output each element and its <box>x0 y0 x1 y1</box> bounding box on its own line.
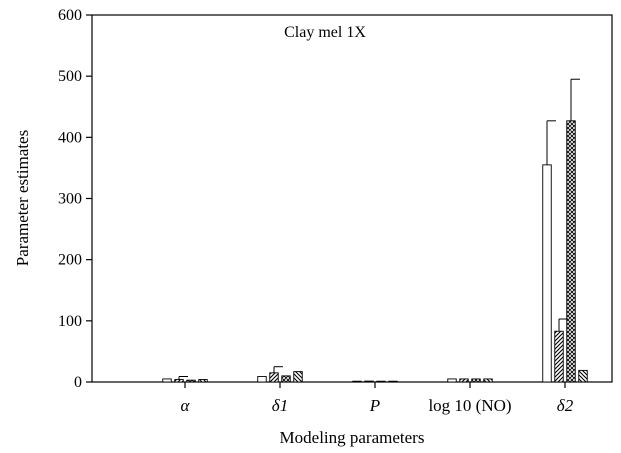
y-tick-label: 0 <box>74 374 82 391</box>
y-axis: 0 100 200 300 400 500 600 <box>58 7 92 391</box>
plot-area <box>91 14 613 383</box>
bar <box>566 120 576 383</box>
bar <box>293 371 303 383</box>
y-tick-label: 400 <box>58 129 82 146</box>
y-tick-label: 500 <box>58 68 82 85</box>
bar <box>162 378 172 383</box>
bar <box>257 376 267 383</box>
bar <box>554 330 564 383</box>
x-tick-label: δ2 <box>557 396 574 415</box>
x-axis-title: Modeling parameters <box>280 428 425 447</box>
bar <box>174 379 184 383</box>
bar <box>269 372 279 383</box>
y-tick-label: 100 <box>58 313 82 330</box>
bar <box>352 380 362 383</box>
y-tick-label: 200 <box>58 252 82 269</box>
x-tick-label: P <box>369 396 380 415</box>
bar <box>578 369 588 383</box>
y-axis-title: Parameter estimates <box>13 130 32 266</box>
bar <box>471 378 481 383</box>
bar <box>281 375 291 383</box>
bar <box>364 380 374 383</box>
bar <box>483 378 493 383</box>
y-tick-label: 600 <box>58 7 82 24</box>
bar <box>388 380 398 383</box>
bars <box>162 120 588 383</box>
error-bars <box>178 78 580 380</box>
plot-frame <box>91 14 613 383</box>
chart-title: Clay mel 1X <box>284 24 366 41</box>
x-tick-label: δ1 <box>272 396 288 415</box>
bar <box>542 164 552 383</box>
bar <box>186 379 196 383</box>
y-tick-label: 300 <box>58 191 82 208</box>
x-tick-label: log 10 (NO) <box>428 396 511 415</box>
x-tick-label: α <box>181 396 191 415</box>
bar <box>376 380 386 383</box>
bar <box>447 378 457 383</box>
bar <box>198 379 208 383</box>
bar <box>459 378 469 383</box>
